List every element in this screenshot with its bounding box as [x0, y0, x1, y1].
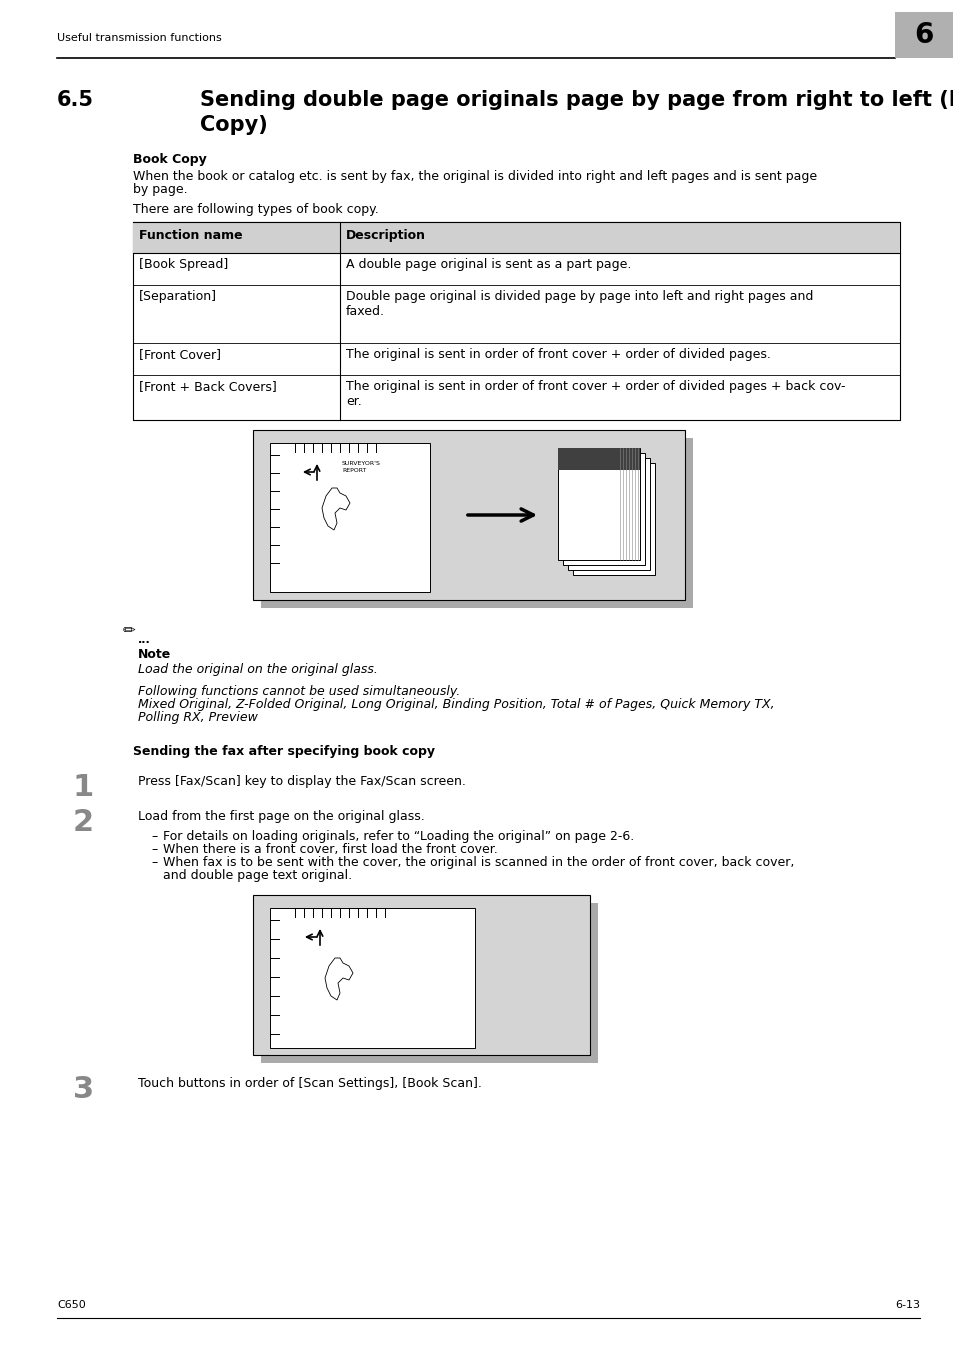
Text: REPORT: REPORT: [341, 468, 366, 472]
Text: ...: ...: [138, 634, 151, 645]
Bar: [562, 454, 644, 566]
Text: The original is sent in order of front cover + order of divided pages.: The original is sent in order of front c…: [346, 348, 770, 360]
Text: and double page text original.: and double page text original.: [163, 869, 352, 882]
Text: [Front Cover]: [Front Cover]: [139, 348, 221, 360]
Polygon shape: [325, 958, 353, 1000]
Text: 6: 6: [913, 22, 933, 49]
Text: SURVEYOR'S: SURVEYOR'S: [562, 474, 601, 479]
Text: When the book or catalog etc. is sent by fax, the original is divided into right: When the book or catalog etc. is sent by…: [132, 170, 817, 184]
Text: The original is sent in order of front cover + order of divided pages + back cov: The original is sent in order of front c…: [346, 379, 844, 408]
Text: 2: 2: [73, 809, 94, 837]
Text: –: –: [151, 830, 157, 842]
Text: –: –: [151, 856, 157, 869]
Text: 1: 1: [73, 774, 94, 802]
Bar: [253, 431, 684, 599]
Text: Press [Fax/Scan] key to display the Fax/Scan screen.: Press [Fax/Scan] key to display the Fax/…: [138, 775, 465, 788]
Text: Load the original on the original glass.: Load the original on the original glass.: [138, 663, 377, 676]
Bar: [132, 221, 899, 252]
Bar: [261, 437, 692, 608]
Text: Description: Description: [346, 230, 426, 242]
Text: REPORT: REPORT: [562, 481, 587, 486]
Text: A double page original is sent as a part page.: A double page original is sent as a part…: [346, 258, 631, 271]
Polygon shape: [322, 487, 350, 531]
Bar: [261, 903, 598, 1062]
Text: 6-13: 6-13: [894, 1300, 919, 1310]
Text: When fax is to be sent with the cover, the original is scanned in the order of f: When fax is to be sent with the cover, t…: [163, 856, 794, 869]
Text: [Separation]: [Separation]: [139, 290, 216, 302]
Text: 6.5: 6.5: [57, 90, 94, 109]
Text: [Front + Back Covers]: [Front + Back Covers]: [139, 379, 276, 393]
Bar: [270, 909, 475, 1048]
Bar: [270, 443, 430, 593]
Bar: [573, 463, 655, 575]
Text: Mixed Original, Z-Folded Original, Long Original, Binding Position, Total # of P: Mixed Original, Z-Folded Original, Long …: [138, 698, 774, 711]
Text: ✏: ✏: [123, 622, 135, 639]
Text: There are following types of book copy.: There are following types of book copy.: [132, 202, 378, 216]
Bar: [558, 448, 639, 470]
Bar: [558, 448, 639, 560]
Text: Book Copy: Book Copy: [132, 153, 207, 166]
Bar: [567, 458, 649, 570]
Text: Copy): Copy): [200, 115, 268, 135]
Bar: [894, 12, 953, 58]
Bar: [132, 221, 899, 420]
Text: Load from the first page on the original glass.: Load from the first page on the original…: [138, 810, 424, 824]
Text: Useful transmission functions: Useful transmission functions: [57, 32, 221, 43]
Text: by page.: by page.: [132, 184, 188, 196]
Text: Function name: Function name: [139, 230, 242, 242]
Text: 3: 3: [73, 1075, 94, 1104]
Text: Polling RX, Preview: Polling RX, Preview: [138, 711, 257, 724]
Bar: [253, 895, 589, 1054]
Text: Double page original is divided page by page into left and right pages and
faxed: Double page original is divided page by …: [346, 290, 813, 319]
Text: For details on loading originals, refer to “Loading the original” on page 2-6.: For details on loading originals, refer …: [163, 830, 634, 842]
Text: C650: C650: [57, 1300, 86, 1310]
Text: Sending double page originals page by page from right to left (Book: Sending double page originals page by pa…: [200, 90, 953, 109]
Text: Following functions cannot be used simultaneously.: Following functions cannot be used simul…: [138, 684, 459, 698]
Text: –: –: [151, 842, 157, 856]
Text: SURVEYOR'S: SURVEYOR'S: [341, 460, 380, 466]
Text: [Book Spread]: [Book Spread]: [139, 258, 228, 271]
Text: Note: Note: [138, 648, 172, 662]
Text: When there is a front cover, first load the front cover.: When there is a front cover, first load …: [163, 842, 497, 856]
Text: Sending the fax after specifying book copy: Sending the fax after specifying book co…: [132, 745, 435, 757]
Text: Touch buttons in order of [Scan Settings], [Book Scan].: Touch buttons in order of [Scan Settings…: [138, 1077, 481, 1089]
